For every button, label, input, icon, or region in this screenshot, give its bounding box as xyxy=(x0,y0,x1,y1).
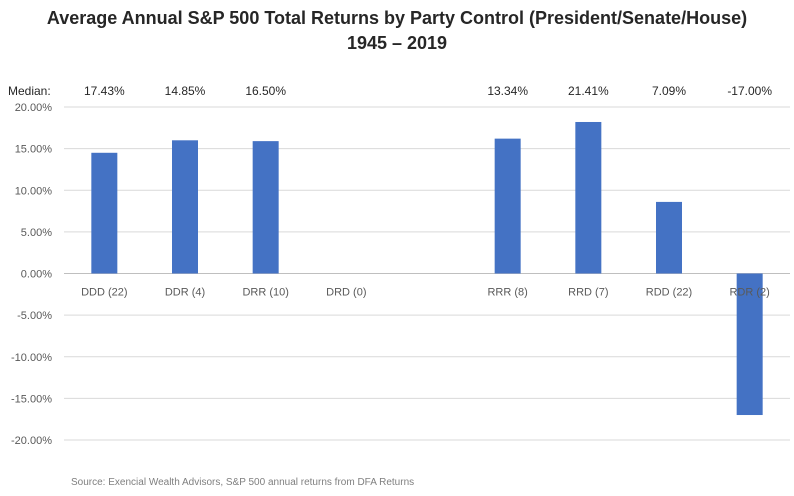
median-row-label: Median: xyxy=(8,84,51,98)
y-tick-label: 5.00% xyxy=(21,227,52,239)
bar xyxy=(252,141,279,274)
median-labels: Median: 17.43% 14.85% 16.50% 13.34% 21.41% 7.0… xyxy=(8,84,772,98)
category-label: DDD (22) xyxy=(81,287,127,299)
median-value: -17.00% xyxy=(727,84,772,98)
category-label: RRR (8) xyxy=(487,287,527,299)
y-tick-label: -20.00% xyxy=(11,435,52,447)
bar xyxy=(494,138,521,274)
y-tick-label: 0.00% xyxy=(21,269,52,281)
category-label: DRD (0) xyxy=(326,287,366,299)
source-note: Source: Exencial Wealth Advisors, S&P 50… xyxy=(71,477,415,488)
bar xyxy=(575,121,602,274)
median-value: 21.41% xyxy=(568,84,609,98)
category-labels: DDD (22) DDR (4) DRR (10) DRD (0) RRR (8) RRD… xyxy=(81,287,770,299)
median-value: 7.09% xyxy=(652,84,686,98)
bar xyxy=(91,152,118,274)
median-value: 14.85% xyxy=(165,84,206,98)
chart-subtitle: 1945 – 2019 xyxy=(346,33,448,53)
bar xyxy=(736,273,763,416)
median-value: 17.43% xyxy=(84,84,125,98)
y-tick-label: 15.00% xyxy=(15,144,53,156)
bar xyxy=(656,201,682,274)
category-label: RDR (2) xyxy=(729,287,769,299)
category-label: DRR (10) xyxy=(242,287,288,299)
category-label: RDD (22) xyxy=(646,287,692,299)
bars xyxy=(91,121,763,416)
y-tick-label: -15.00% xyxy=(11,393,52,405)
bar xyxy=(172,140,198,274)
y-tick-label: 10.00% xyxy=(15,185,53,197)
chart-title: Average Annual S&P 500 Total Returns by … xyxy=(46,8,748,28)
category-label: RRD (7) xyxy=(568,287,608,299)
y-axis-ticks: 20.00% 15.00% 10.00% 5.00% 0.00% -5.00% -10.00… xyxy=(11,102,52,447)
y-tick-label: -10.00% xyxy=(11,352,52,364)
category-label: DDR (4) xyxy=(165,287,205,299)
median-value: 16.50% xyxy=(245,84,286,98)
y-tick-label: -5.00% xyxy=(17,310,52,322)
y-tick-label: 20.00% xyxy=(15,102,53,114)
median-value: 13.34% xyxy=(487,84,528,98)
